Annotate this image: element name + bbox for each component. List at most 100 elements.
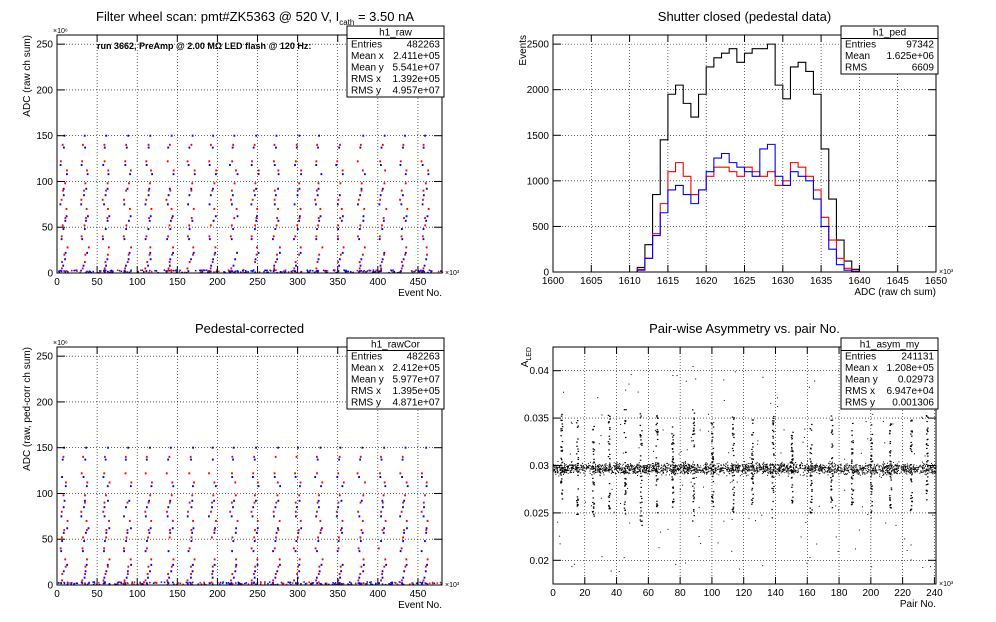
data-point [61,261,63,264]
data-point [144,550,147,553]
data-point [665,466,667,468]
data-point [889,460,891,462]
data-point [911,473,913,475]
data-point [602,472,604,474]
data-point [186,267,189,270]
data-point [149,182,151,185]
data-point [609,468,611,470]
data-point [786,469,788,471]
data-point [199,269,201,272]
stats-key: Entries [351,40,382,51]
data-point [227,270,230,272]
data-point [575,470,577,472]
data-point [300,270,303,273]
data-point [756,471,758,473]
data-point [930,466,932,468]
data-point [676,467,678,469]
data-point [898,461,900,463]
data-point [660,470,662,472]
data-point [896,465,898,467]
data-point [896,470,898,472]
data-point [170,494,173,497]
data-point [780,465,782,467]
data-point [686,469,688,471]
data-point [570,464,572,466]
data-point [231,475,234,478]
data-point [576,464,579,466]
data-point [718,474,720,476]
data-point [123,271,125,274]
data-point [190,540,193,543]
data-point [731,447,734,450]
data-point [604,468,606,470]
data-point [624,485,626,487]
data-point [591,474,593,476]
data-point [851,469,853,471]
data-point [845,473,847,475]
data-point [671,476,673,478]
data-point [172,558,175,561]
data-point [624,493,626,495]
data-point [723,470,725,472]
data-point [193,558,196,561]
data-point [910,471,912,473]
data-point [889,468,891,470]
data-point [876,465,878,467]
x-tick-label: 1635 [810,276,833,287]
data-point [423,271,425,273]
data-point [886,462,888,464]
data-point [381,143,384,146]
data-point [884,442,886,444]
data-point [577,457,580,459]
stats-key: Mean x [351,51,384,62]
data-point [84,458,87,461]
data-point [684,466,686,468]
data-point [692,495,695,497]
data-point [144,203,147,206]
data-point [864,465,866,467]
data-point [291,582,294,584]
data-point [889,475,892,477]
data-point [870,488,873,490]
chart-asym: 0 20 40 60 80 100 120 140 160 180 200 220 2400.020.0… [520,321,954,610]
data-point [672,462,674,464]
data-point [924,465,926,467]
data-point [294,163,296,166]
data-point [275,224,278,227]
data-point [762,376,764,378]
data-point [713,471,715,473]
data-point [865,462,867,464]
data-point [562,467,564,469]
data-point [392,271,394,273]
data-point [326,270,329,272]
data-point [214,527,216,530]
data-point [295,540,298,543]
x-tick-label: 450 [410,277,427,288]
data-point [276,570,279,573]
data-point [745,465,747,467]
data-point [80,515,83,518]
data-point [915,466,917,468]
data-point [887,468,889,470]
data-point [930,472,932,474]
stats-value: 6609 [912,63,935,74]
data-point [927,427,929,429]
data-point [712,501,714,503]
data-point [750,472,753,474]
data-point [356,472,359,475]
data-point [639,459,642,461]
data-point [671,436,674,438]
data-point [853,472,855,474]
data-point [862,473,864,475]
data-point [655,484,658,486]
data-point [363,207,366,210]
data-point [592,428,594,430]
data-point [932,471,934,473]
data-point [630,465,632,467]
data-point [910,470,912,472]
data-point [230,267,233,270]
data-point [889,455,891,457]
data-point [752,450,754,452]
data-point [921,471,923,473]
data-point [311,582,314,585]
